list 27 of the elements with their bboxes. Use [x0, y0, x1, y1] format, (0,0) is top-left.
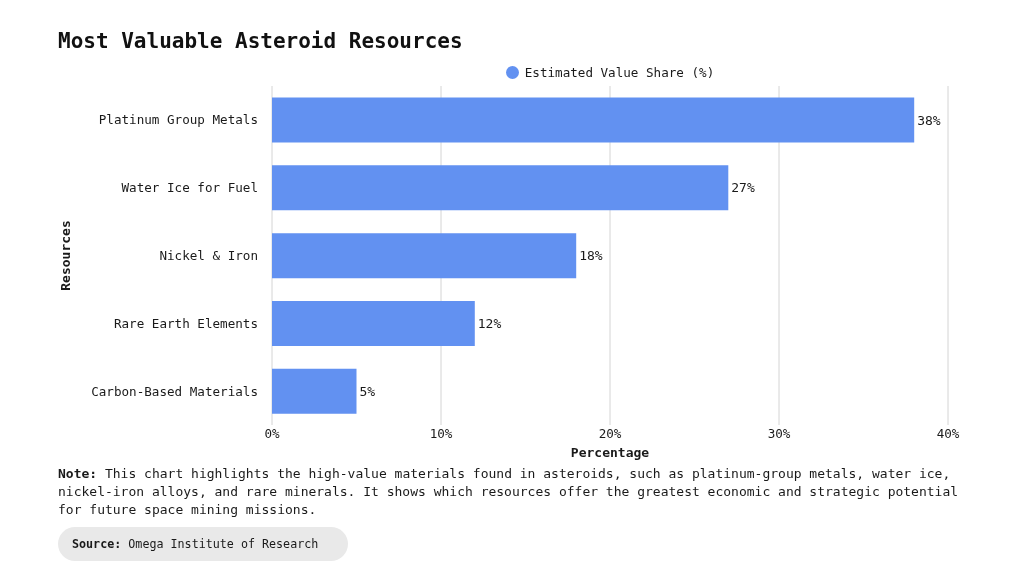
- bar: [272, 368, 357, 414]
- text: Note: This chart highlights the high-value materials found in asteroids, such as platinum-group metals, water ice, nickel-iron alloys, and rare minerals. It shows which resources offer the greatest economic and strategic potential for future space mining missions.: [58, 466, 959, 517]
- data-label: 5%: [359, 383, 376, 399]
- legend-label: Estimated Value Share (%): [524, 64, 715, 80]
- y-tick-label: Water Ice for Fuel: [121, 180, 258, 196]
- rounded-pill: Source: Omega Institute of Research: [58, 527, 349, 561]
- bar: [272, 233, 577, 279]
- x-tick-label: 40%: [936, 425, 960, 441]
- x-tick-label: 30%: [767, 425, 791, 441]
- bar: [272, 97, 915, 143]
- x-tick-label: 10%: [429, 425, 453, 441]
- data-label: 38%: [917, 112, 941, 128]
- bar: [272, 165, 729, 211]
- x-tick-label: 20%: [598, 425, 622, 441]
- y-tick-label: Rare Earth Elements: [113, 315, 258, 331]
- source-note: Source: Omega Institute of Research: [72, 537, 319, 551]
- y-tick-label: Platinum Group Metals: [98, 112, 258, 128]
- chart-title: Most Valuable Asteroid Resources: [58, 29, 463, 53]
- y-tick-label: Carbon-Based Materials: [91, 383, 258, 399]
- x-axis-title: Percentage: [570, 445, 650, 460]
- bar: [272, 300, 475, 346]
- data-label: 12%: [477, 316, 502, 332]
- y-axis-title: Resources: [58, 220, 73, 291]
- y-tick-label: Nickel & Iron: [159, 247, 258, 263]
- data-label: 18%: [579, 248, 603, 264]
- x-tick-label: 0%: [264, 425, 280, 441]
- data-label: 27%: [731, 180, 755, 196]
